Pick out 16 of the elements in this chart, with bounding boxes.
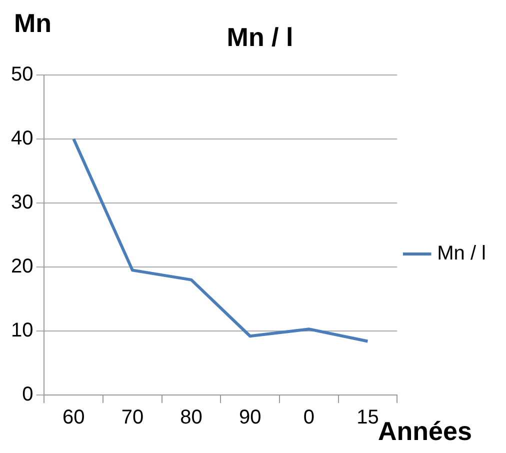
x-tick-label: 90 bbox=[238, 406, 262, 429]
x-tick-label: 60 bbox=[62, 406, 85, 429]
x-tick-label: 0 bbox=[303, 406, 314, 429]
x-tick-label: 80 bbox=[180, 406, 202, 429]
chart-title: Mn / l bbox=[226, 22, 294, 53]
legend-label: Mn / l bbox=[437, 242, 486, 265]
y-tick-label: 30 bbox=[10, 192, 34, 214]
y-tick-label: 50 bbox=[10, 64, 34, 86]
y-tick-label: 40 bbox=[10, 128, 34, 150]
x-tick-label: 70 bbox=[121, 406, 144, 429]
x-tick-label: 15 bbox=[356, 406, 379, 429]
y-tick-label: 0 bbox=[22, 384, 34, 406]
y-tick-label: 10 bbox=[10, 320, 34, 342]
x-axis-title: Années bbox=[378, 416, 472, 447]
y-axis-title: Mn bbox=[14, 8, 52, 39]
y-tick-label: 20 bbox=[10, 256, 34, 278]
